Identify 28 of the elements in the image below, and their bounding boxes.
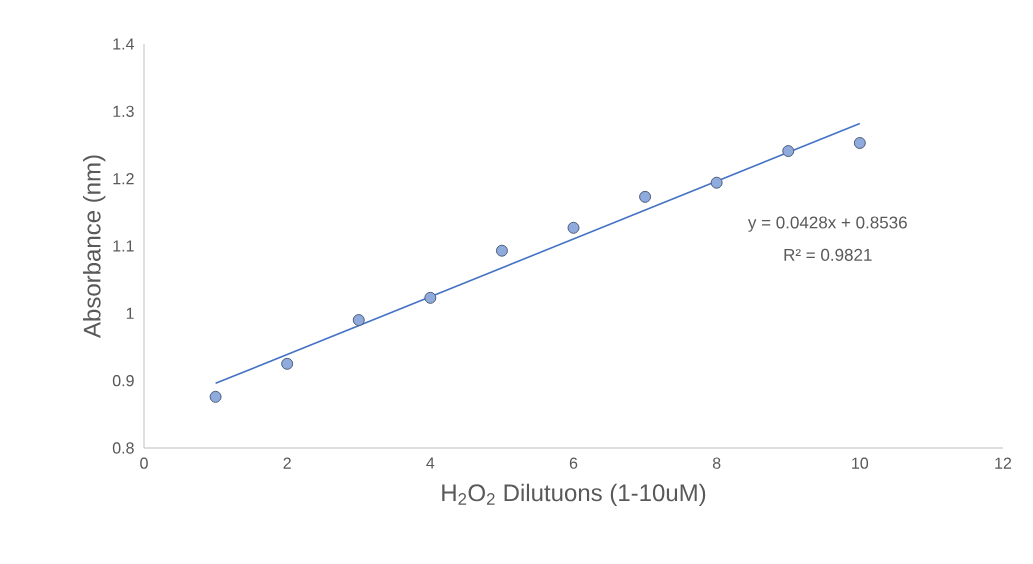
y-tick-label: 1.4 [113,38,134,50]
y-tick-label: 1 [126,307,134,319]
point [639,190,652,203]
x-tick-label: 8 [712,457,721,469]
annotation: R² = 0.9821 [784,248,872,261]
y-tick-label: 1.1 [113,240,134,252]
y-tick-label: 1.2 [113,173,134,185]
point [209,390,222,403]
y-tick-label: 1.3 [113,105,134,117]
point [281,357,294,370]
point [710,176,723,189]
x-tick-label: 2 [283,457,291,469]
y-tick-label: 0.9 [112,375,134,387]
point [495,244,508,257]
point [853,136,866,149]
x-tick-label: 12 [995,457,1012,469]
annotation: y = 0.0428x + 0.8536 [747,216,907,232]
x-tick-label: 6 [569,457,578,469]
point [567,221,580,234]
point [424,291,437,304]
point [352,314,365,327]
x-tick-label: 10 [852,457,869,469]
x-tick-label: 4 [426,457,435,469]
y-axis-title: Absorbance (nm) [83,155,106,338]
x-tick-label: 0 [140,457,148,469]
x-axis-title: H$_{2}$O$_{2}$ Dilutuons (1-10uM) [442,483,706,507]
point [782,145,795,158]
y-tick-label: 0.8 [112,442,134,454]
